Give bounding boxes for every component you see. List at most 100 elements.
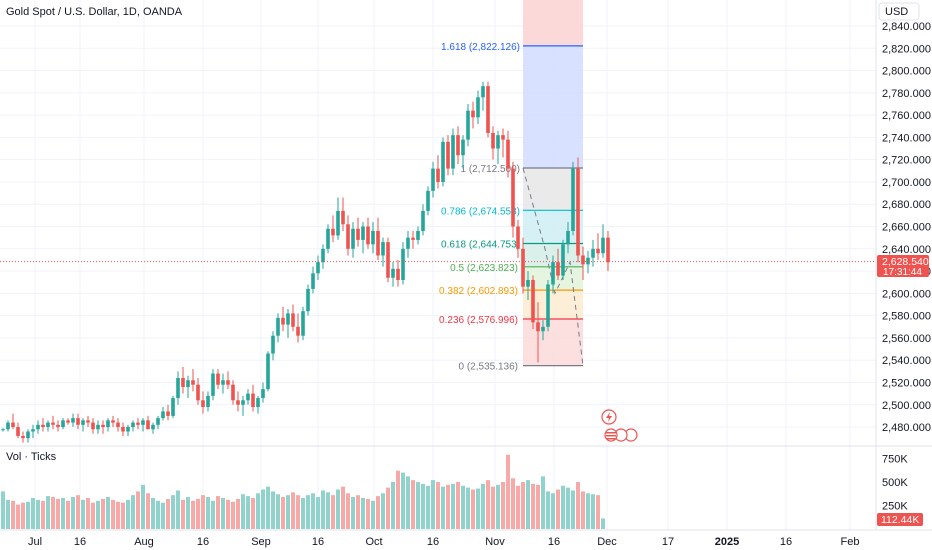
fib-level-label: 0.5 (2,623.823)	[450, 263, 518, 274]
candle	[81, 418, 85, 432]
price-tick-label: 2,540.000	[882, 355, 931, 367]
candle	[301, 306, 305, 341]
fibonacci-retracement[interactable]: 1.618 (2,822.126) 1 (2,712.500) 0.786 (2,6…	[439, 0, 584, 373]
time-tick-label: 16	[427, 536, 439, 548]
candle	[606, 230, 610, 272]
volume-bar	[91, 502, 95, 529]
candle	[341, 197, 345, 231]
candle	[386, 237, 390, 283]
candle	[101, 420, 105, 434]
volume-bar	[21, 502, 25, 529]
volume-bar	[26, 501, 30, 529]
volume-bar	[246, 496, 250, 529]
time-tick-label: 16	[197, 536, 209, 548]
candle	[286, 308, 290, 338]
candle	[436, 155, 440, 189]
volume-bar	[291, 492, 295, 529]
candle	[71, 413, 75, 428]
candle	[351, 222, 355, 258]
volume-bar	[356, 495, 360, 529]
candle	[416, 226, 420, 245]
lightning-event-icon[interactable]	[601, 409, 617, 425]
svg-text:USD: USD	[885, 6, 908, 18]
time-axis[interactable]: Jul 16 Aug 16 Sep 16 Oct 16 Nov 16 Dec 17 2025 16 Feb	[28, 536, 860, 548]
price-tick-label: 2,760.000	[882, 110, 931, 122]
volume-bar	[541, 476, 545, 529]
candle	[51, 415, 55, 430]
fib-level-label: 0.786 (2,674.553)	[441, 206, 520, 217]
us-flag-event-icons[interactable]	[604, 428, 638, 442]
price-tick-label: 2,520.000	[882, 377, 931, 389]
volume-bar	[386, 487, 390, 529]
fib-level-label: 0.382 (2,602.893)	[439, 286, 518, 297]
volume-bar	[136, 491, 140, 529]
candle	[61, 418, 65, 430]
svg-text:17:31:44: 17:31:44	[883, 267, 922, 278]
candle	[496, 130, 500, 165]
volume-bar	[201, 495, 205, 529]
volume-bar	[276, 494, 280, 529]
candle	[536, 302, 540, 363]
volume-bar	[111, 499, 115, 529]
candle	[431, 161, 435, 198]
volume-bar	[431, 480, 435, 529]
candle	[91, 418, 95, 434]
candle	[321, 244, 325, 269]
volume-bar	[281, 497, 285, 529]
volume-bar	[6, 499, 10, 529]
candle	[251, 384, 255, 412]
candle	[36, 420, 40, 434]
volume-bar	[556, 489, 560, 529]
volume-bar	[591, 494, 595, 529]
candle	[461, 135, 465, 169]
volume-bar	[521, 482, 525, 529]
fib-trend-line	[522, 167, 584, 366]
candle	[366, 217, 370, 249]
candle	[401, 242, 405, 285]
volume-bar	[501, 482, 505, 529]
volume-bar	[196, 498, 200, 529]
candle	[171, 395, 175, 419]
volume-bar	[496, 484, 500, 529]
volume-bar	[101, 498, 105, 529]
candle	[421, 204, 425, 236]
volume-bar	[561, 485, 565, 529]
price-axis[interactable]: 2,480.000 2,500.000 2,520.000 2,540.000 2,56…	[882, 21, 931, 434]
volume-bar	[436, 482, 440, 529]
volume-bar	[416, 482, 420, 529]
candle	[486, 81, 490, 138]
volume-bar	[381, 493, 385, 529]
fib-level-label: 0 (2,535.136)	[459, 362, 519, 373]
volume-bar	[251, 497, 255, 529]
time-tick-label: Sep	[251, 536, 271, 548]
volume-bar	[301, 497, 305, 529]
candle	[601, 224, 605, 258]
candle	[226, 371, 230, 390]
volume-bar	[566, 487, 570, 529]
time-tick-label: Dec	[597, 536, 617, 548]
candle	[391, 262, 395, 287]
candle	[96, 420, 100, 434]
price-tick-label: 2,480.000	[882, 422, 931, 434]
candle	[376, 217, 380, 260]
candle	[531, 275, 535, 330]
candle	[231, 380, 235, 405]
volume-axis: 750K 500K 250K	[882, 454, 908, 513]
volume-bar	[231, 501, 235, 529]
volume-bar	[601, 518, 605, 529]
candle	[306, 284, 310, 316]
volume-bar	[81, 499, 85, 529]
candle	[216, 369, 220, 390]
volume-bar	[316, 497, 320, 529]
grid	[0, 0, 876, 530]
price-tick-label: 2,720.000	[882, 155, 931, 167]
volume-bars	[1, 454, 605, 529]
price-tick-label: 2,820.000	[882, 43, 931, 55]
candle	[346, 215, 350, 256]
currency-selector[interactable]: USD	[878, 2, 920, 21]
candle	[491, 126, 495, 160]
volume-bar	[226, 499, 230, 529]
fib-level-label: 1 (2,712.500)	[461, 164, 521, 175]
volume-bar	[206, 497, 210, 529]
